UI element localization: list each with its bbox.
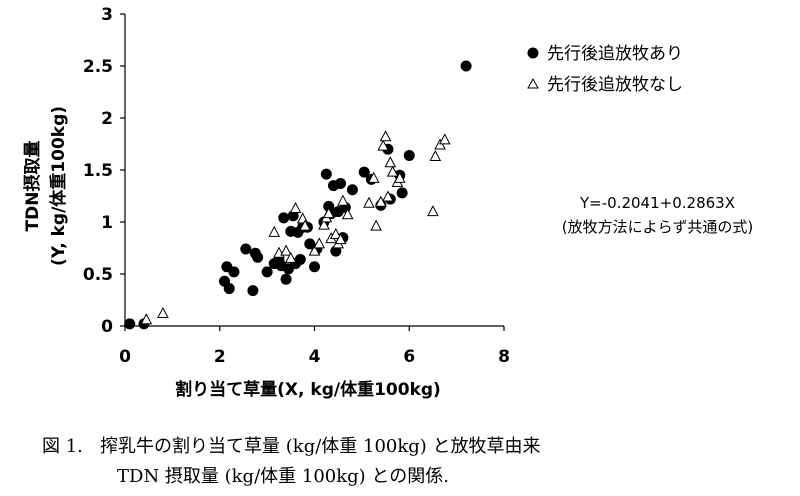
point-series-2: [157, 306, 169, 319]
point-series-2: [379, 130, 392, 142]
point-series-1: [223, 283, 235, 295]
point-series-2: [318, 218, 330, 230]
point-series-2: [289, 201, 302, 213]
point-series-2: [363, 196, 375, 208]
legend-marker-filled-circle: [527, 47, 539, 59]
x-tick-label: 8: [498, 347, 510, 367]
point-series-1: [320, 168, 332, 180]
point-series-1: [309, 261, 320, 273]
point-series-2: [280, 244, 292, 256]
point-series-2: [313, 237, 326, 249]
x-tick-label: 0: [119, 347, 131, 367]
point-series-1: [252, 251, 264, 263]
point-series-1: [346, 184, 358, 196]
point-series-2: [393, 171, 406, 183]
point-series-1: [460, 60, 472, 72]
legend-label-series-1: 先行後追放牧あり: [547, 44, 683, 64]
x-tick-label: 4: [309, 347, 321, 367]
legend-marker-open-triangle: [527, 77, 539, 89]
point-series-1: [335, 178, 347, 190]
point-series-1: [247, 285, 259, 297]
point-series-1: [240, 243, 252, 255]
point-series-1: [403, 149, 415, 161]
point-series-2: [377, 139, 390, 151]
y-tick-label: 3: [101, 5, 113, 25]
point-series-1: [396, 187, 408, 199]
y-tick-label: 2: [101, 109, 113, 129]
point-series-2: [384, 156, 397, 168]
y-tick-label: 0.5: [83, 265, 113, 285]
point-series-1: [280, 273, 292, 285]
y-axis-label-line2: (Y, kg/体重100kg): [48, 106, 69, 266]
point-series-1: [287, 210, 299, 222]
point-series-2: [329, 227, 342, 239]
point-series-1: [294, 253, 306, 265]
x-tick-label: 2: [214, 347, 226, 367]
point-series-2: [284, 251, 297, 263]
point-series-2: [308, 244, 321, 256]
point-series-2: [438, 133, 451, 145]
figure-caption-line2: TDN 摂取量 (kg/体重 100kg) との関係.: [117, 466, 449, 487]
y-tick-label: 2.5: [83, 57, 113, 77]
point-series-2: [427, 205, 439, 217]
point-series-2: [334, 233, 347, 245]
figure-caption-line1: 図 1. 搾乳牛の割り当て草量 (kg/体重 100kg) と放牧草由来: [42, 436, 541, 457]
point-series-2: [367, 171, 380, 183]
point-series-2: [370, 219, 382, 231]
point-series-1: [124, 318, 136, 330]
y-tick-label: 1.5: [83, 161, 113, 181]
x-ticks: 0 2 4 6 8: [119, 326, 510, 367]
point-series-2: [140, 313, 153, 325]
point-series-2: [429, 149, 442, 161]
y-axis-label-line1: TDN摂取量: [22, 141, 43, 232]
point-series-1: [330, 245, 342, 257]
point-series-2: [337, 194, 349, 206]
point-series-2: [386, 165, 399, 177]
point-series-1: [278, 212, 290, 224]
point-series-2: [296, 212, 309, 224]
equation-line2: (放牧方法によらず共通の式): [561, 218, 754, 236]
y-tick-label: 1: [101, 213, 113, 233]
x-tick-label: 6: [403, 347, 415, 367]
y-ticks: 0 0.5 1 1.5 2 2.5 3: [83, 5, 125, 337]
x-axis-label: 割り当て草量(X, kg/体重100kg): [175, 379, 441, 400]
point-series-1: [358, 166, 370, 178]
point-series-1: [228, 266, 240, 278]
point-series-2: [268, 225, 281, 237]
point-series-2: [299, 219, 311, 231]
point-series-2: [322, 207, 335, 219]
y-tick-label: 0: [101, 317, 113, 337]
legend-label-series-2: 先行後追放牧なし: [547, 75, 683, 95]
point-series-2: [382, 190, 394, 202]
data-points: [124, 60, 472, 330]
point-series-1: [261, 266, 273, 278]
equation-line1: Y=-0.2041+0.2863X: [580, 194, 735, 212]
regression-equation: Y=-0.2041+0.2863X (放牧方法によらず共通の式): [520, 194, 795, 237]
legend: 先行後追放牧あり 先行後追放牧なし: [527, 44, 683, 95]
point-series-2: [341, 208, 354, 220]
